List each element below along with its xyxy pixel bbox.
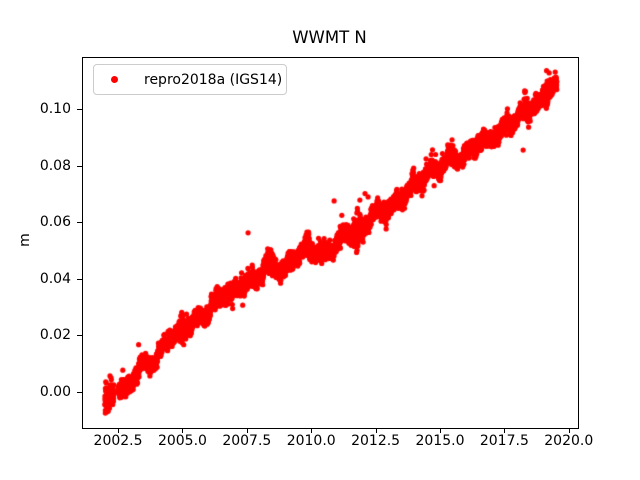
x-tick-label: 2005.0 [157, 433, 207, 449]
y-tick-mark [77, 165, 82, 167]
plot-area: repro2018a (IGS14) [82, 57, 579, 429]
y-tick-label: 0.02 [39, 327, 71, 344]
y-tick-mark [77, 222, 82, 224]
legend: repro2018a (IGS14) [93, 64, 287, 95]
y-tick-mark [77, 391, 82, 393]
y-tick-label: 0.04 [39, 270, 71, 287]
x-tick-label: 2002.5 [93, 433, 143, 449]
legend-marker-dot-icon [111, 76, 118, 83]
y-tick-mark [77, 109, 82, 111]
x-tick-mark [311, 428, 313, 433]
y-tick-label: 0.00 [39, 383, 71, 400]
x-tick-mark [439, 428, 441, 433]
x-tick-mark [246, 428, 248, 433]
x-tick-mark [568, 428, 570, 433]
x-tick-label: 2012.5 [351, 433, 401, 449]
y-tick-mark [77, 335, 82, 337]
scatter-canvas [83, 58, 578, 428]
x-tick-mark [182, 428, 184, 433]
chart-title: WWMT N [292, 28, 367, 47]
x-tick-mark [504, 428, 506, 433]
x-tick-label: 2010.0 [286, 433, 336, 449]
x-tick-label: 2017.5 [479, 433, 529, 449]
y-axis-label: m [17, 233, 33, 247]
x-tick-mark [118, 428, 120, 433]
y-tick-label: 0.08 [39, 157, 71, 174]
y-tick-mark [77, 278, 82, 280]
legend-label: repro2018a (IGS14) [144, 71, 283, 88]
x-tick-mark [375, 428, 377, 433]
y-tick-label: 0.06 [39, 214, 71, 231]
x-tick-label: 2007.5 [222, 433, 272, 449]
y-tick-label: 0.10 [39, 101, 71, 118]
x-tick-label: 2015.0 [415, 433, 465, 449]
x-tick-label: 2020.0 [544, 433, 594, 449]
